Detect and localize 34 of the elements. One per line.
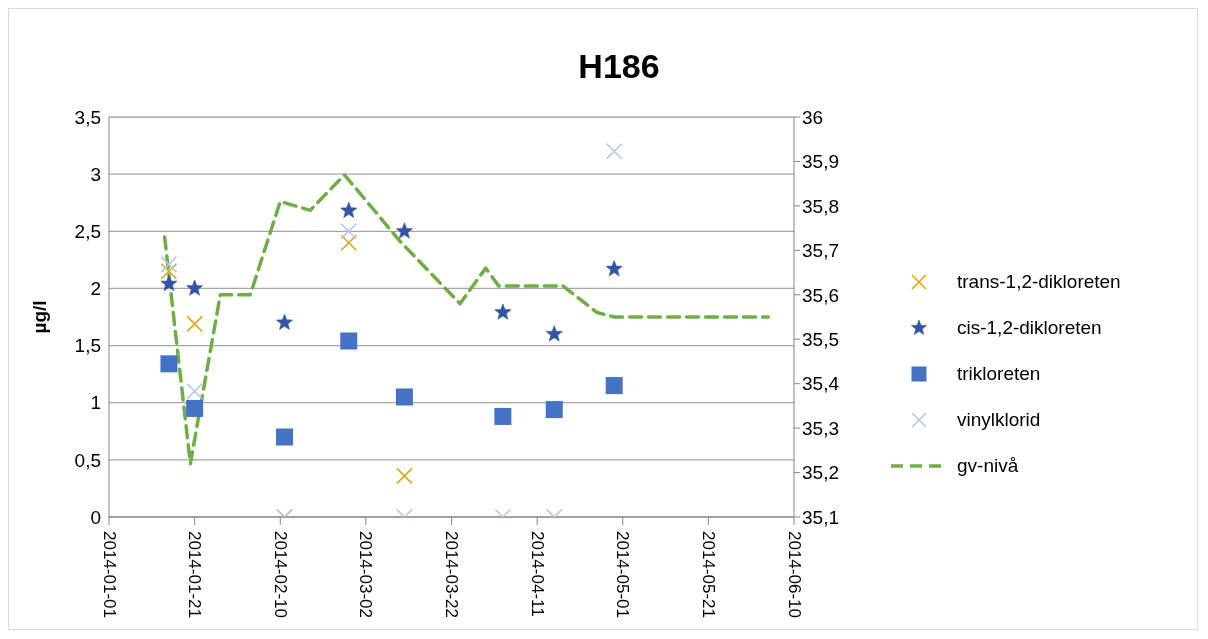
- y-axis-title: µg/l: [28, 300, 50, 334]
- chart-title: H186: [577, 47, 661, 86]
- x-tick-label: 2014-06-10: [784, 531, 804, 618]
- y-tick-label: 3,5: [74, 106, 101, 128]
- y2-tick-label: 35,7: [802, 240, 839, 262]
- x-tick-label: 2014-03-02: [356, 531, 376, 618]
- y2-tick-label: 35,3: [802, 417, 839, 439]
- y2-tick-label: 35,4: [802, 373, 840, 395]
- legend-label: trikloreten: [957, 363, 1041, 385]
- x-tick-label: 2014-05-01: [613, 531, 633, 618]
- y-tick-label: 2,5: [74, 221, 101, 243]
- y2-tick-label: 35,8: [802, 195, 839, 217]
- y2-tick-label: 35,1: [802, 506, 839, 528]
- x-tick-label: 2014-03-22: [442, 531, 461, 618]
- y-tick-label: 3: [90, 163, 101, 185]
- legend-label: gv-nivå: [957, 455, 1019, 477]
- y-tick-label: 0: [90, 506, 101, 528]
- y-tick-label: 1,5: [74, 335, 101, 357]
- y2-tick-label: 35,9: [802, 151, 839, 173]
- y2-tick-label: 35,5: [802, 328, 839, 350]
- y-tick-label: 0,5: [74, 449, 101, 471]
- legend-label: trans-1,2-dikloreten: [957, 271, 1121, 293]
- legend-label: cis-1,2-dikloreten: [957, 317, 1102, 339]
- x-tick-label: 2014-01-21: [185, 531, 205, 618]
- x-tick-label: 2014-01-01: [99, 531, 119, 618]
- y2-tick-label: 35,2: [802, 462, 839, 484]
- x-tick-label: 2014-04-11: [527, 531, 547, 617]
- x-tick-label: 2014-02-10: [270, 531, 290, 618]
- y-tick-label: 1: [90, 392, 101, 414]
- y-tick-label: 2: [90, 278, 101, 300]
- y2-tick-label: 35,6: [802, 284, 839, 306]
- legend-label: vinylklorid: [957, 409, 1041, 431]
- y2-tick-label: 36: [802, 106, 824, 128]
- x-tick-label: 2014-05-21: [698, 531, 718, 618]
